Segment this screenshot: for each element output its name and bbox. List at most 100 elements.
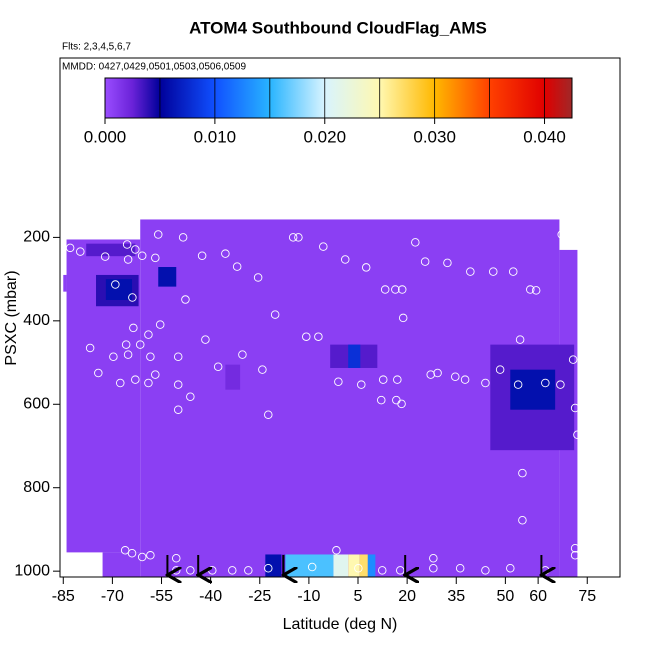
sample-point <box>460 375 470 384</box>
x-tick-label: -10 <box>297 588 320 605</box>
sample-point <box>153 230 163 239</box>
x-tick-label: -70 <box>101 588 124 605</box>
x-axis-label: Latitude (deg N) <box>283 616 398 633</box>
sample-point <box>451 372 460 381</box>
sample-point <box>131 375 140 384</box>
sample-point <box>253 273 263 282</box>
colorbar <box>104 77 573 119</box>
heat-cell <box>348 344 361 368</box>
sample-point <box>172 553 181 563</box>
sample-point <box>307 562 317 572</box>
sample-point <box>354 563 363 573</box>
sample-point <box>123 255 133 264</box>
heat-cell <box>105 279 133 300</box>
sample-point <box>151 253 160 263</box>
sample-point <box>65 243 75 253</box>
heat-cell <box>367 554 376 577</box>
sample-point <box>420 257 430 266</box>
sample-point <box>270 310 280 319</box>
sample-point <box>515 335 525 344</box>
heat-cell <box>359 554 368 577</box>
sample-point <box>319 242 328 251</box>
heat-cell <box>510 369 556 410</box>
sample-point <box>361 263 371 272</box>
sample-point <box>238 350 247 359</box>
sample-point <box>481 566 490 575</box>
sample-point <box>288 233 298 242</box>
sample-point <box>116 378 125 388</box>
sample-point <box>573 430 582 439</box>
y-tick-label: 600 <box>23 395 50 412</box>
sample-point <box>92 556 101 565</box>
sample-point <box>332 546 341 555</box>
heat-cell <box>140 219 560 577</box>
sample-point <box>541 378 550 388</box>
sample-point <box>294 233 303 242</box>
sample-point <box>122 240 132 249</box>
sample-point <box>146 352 155 361</box>
sample-point <box>186 566 195 575</box>
sample-point <box>377 566 387 575</box>
sample-point <box>340 255 350 264</box>
sample-point <box>155 320 165 329</box>
sample-point <box>85 343 95 353</box>
sample-point <box>258 365 267 374</box>
sample-point <box>173 380 183 389</box>
sample-point <box>109 352 118 361</box>
sample-point <box>556 380 565 389</box>
sample-point <box>568 355 578 364</box>
sample-point <box>221 249 230 258</box>
sample-point <box>433 368 442 378</box>
sample-point <box>570 403 580 413</box>
sample-point <box>181 295 190 304</box>
heat-cell <box>86 243 136 257</box>
sample-point <box>201 335 210 344</box>
heat-cell <box>158 267 177 287</box>
sample-point <box>151 370 160 379</box>
sample-point <box>111 280 120 289</box>
sample-point <box>495 365 505 374</box>
sample-point <box>411 238 420 247</box>
colorbar-tick-label: 0.010 <box>194 127 237 146</box>
heat-cell <box>265 554 282 577</box>
sample-point <box>178 233 188 242</box>
sample-point <box>173 405 183 414</box>
colorbar-tick-label: 0.030 <box>413 127 456 146</box>
sample-point <box>146 551 155 560</box>
sample-point <box>391 285 400 294</box>
sample-point <box>197 251 207 261</box>
sample-point <box>127 548 137 558</box>
chart-title: ATOM4 Southbound CloudFlag_AMS <box>189 18 487 37</box>
sample-point <box>228 566 237 575</box>
sample-point <box>186 392 195 402</box>
sample-point <box>131 245 140 254</box>
sample-point <box>557 230 566 239</box>
sample-point <box>232 262 242 271</box>
sample-point <box>144 330 153 339</box>
x-tick-label: 5 <box>354 588 363 605</box>
sample-point <box>489 267 498 276</box>
sample-point <box>513 380 523 389</box>
sample-point <box>481 378 490 388</box>
sample-point <box>526 285 535 294</box>
sample-point <box>244 566 253 575</box>
flights-note: Flts: 2,3,4,5,6,7 <box>62 42 131 53</box>
sample-point <box>393 375 402 384</box>
sample-point <box>398 313 408 323</box>
sample-point <box>429 553 438 563</box>
sample-point <box>378 375 388 384</box>
sample-point <box>377 395 386 405</box>
sample-point <box>123 350 133 359</box>
sample-point <box>128 293 137 302</box>
sample-point <box>137 251 147 261</box>
sample-point <box>94 368 103 378</box>
sample-point <box>173 352 183 361</box>
x-tick-label: 35 <box>447 588 465 605</box>
sample-point <box>443 258 452 268</box>
sample-point <box>570 551 580 560</box>
sample-point <box>429 563 438 573</box>
heat-cell <box>225 364 241 390</box>
y-tick-label: 1000 <box>14 562 50 579</box>
sample-point <box>314 332 323 341</box>
